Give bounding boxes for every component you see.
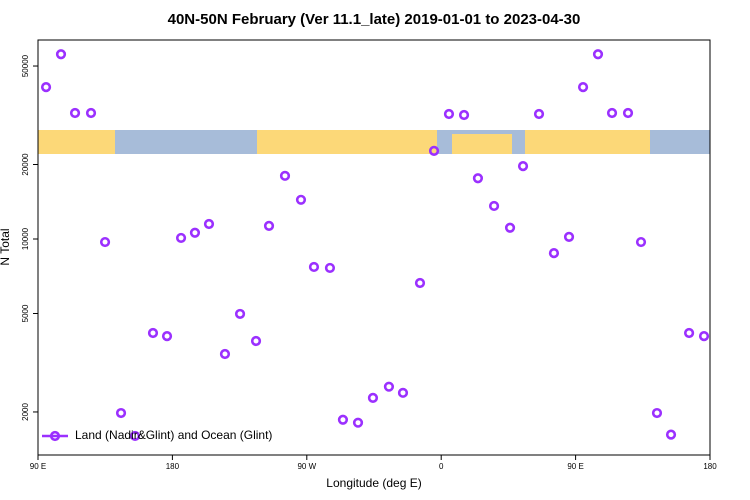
y-tick-label: 2000 <box>21 403 30 421</box>
point <box>472 173 484 184</box>
y-tick-label: 5000 <box>21 304 30 322</box>
point <box>129 430 141 442</box>
point <box>443 108 455 120</box>
point <box>367 392 379 403</box>
point <box>577 81 589 93</box>
y-tick-label: 10000 <box>21 227 30 250</box>
point <box>606 107 618 119</box>
point <box>99 236 111 248</box>
point <box>548 247 560 259</box>
legend-marker <box>49 430 61 442</box>
x-tick-label: 90 E <box>567 462 583 471</box>
point <box>414 277 426 289</box>
point <box>279 170 291 181</box>
point <box>488 200 500 212</box>
point <box>458 109 470 121</box>
point <box>161 331 173 342</box>
y-tick-label: 20000 <box>21 153 30 176</box>
x-tick-label: 180 <box>166 462 180 471</box>
point <box>665 429 677 440</box>
x-tick-label: 0 <box>439 462 444 471</box>
point <box>622 107 634 119</box>
point <box>115 407 127 419</box>
x-tick-label: 90 W <box>297 462 316 471</box>
y-axis-label: N Total <box>0 228 12 265</box>
point <box>324 262 336 274</box>
point <box>85 107 97 119</box>
point <box>295 194 307 205</box>
point <box>55 49 67 60</box>
point <box>352 417 364 428</box>
point <box>234 308 246 320</box>
point <box>219 348 231 360</box>
legend-label: Land (Nadir&Glint) and Ocean (Glint) <box>75 428 272 442</box>
point <box>563 231 575 242</box>
point <box>683 327 695 339</box>
point <box>189 227 201 238</box>
point <box>175 232 187 244</box>
point <box>698 331 710 342</box>
y-tick-label: 50000 <box>21 54 30 77</box>
point <box>635 236 647 248</box>
point <box>592 49 604 60</box>
map-band <box>38 130 710 154</box>
point <box>337 414 349 425</box>
point <box>651 407 663 419</box>
x-tick-label: 90 E <box>30 462 46 471</box>
point <box>397 387 409 398</box>
point <box>308 261 320 273</box>
point <box>69 107 81 119</box>
x-tick-label: 180 <box>703 462 717 471</box>
point <box>428 145 440 156</box>
point <box>250 335 262 347</box>
point <box>147 327 159 339</box>
point <box>263 220 275 231</box>
point <box>203 218 215 230</box>
point <box>517 161 529 172</box>
plot-frame <box>37 39 711 456</box>
x-axis-label: Longitude (deg E) <box>326 476 421 490</box>
point <box>504 222 516 233</box>
point <box>40 81 52 93</box>
point <box>533 108 545 120</box>
point <box>383 381 395 392</box>
chart-title: 40N-50N February (Ver 11.1_late) 2019-01… <box>168 11 581 28</box>
